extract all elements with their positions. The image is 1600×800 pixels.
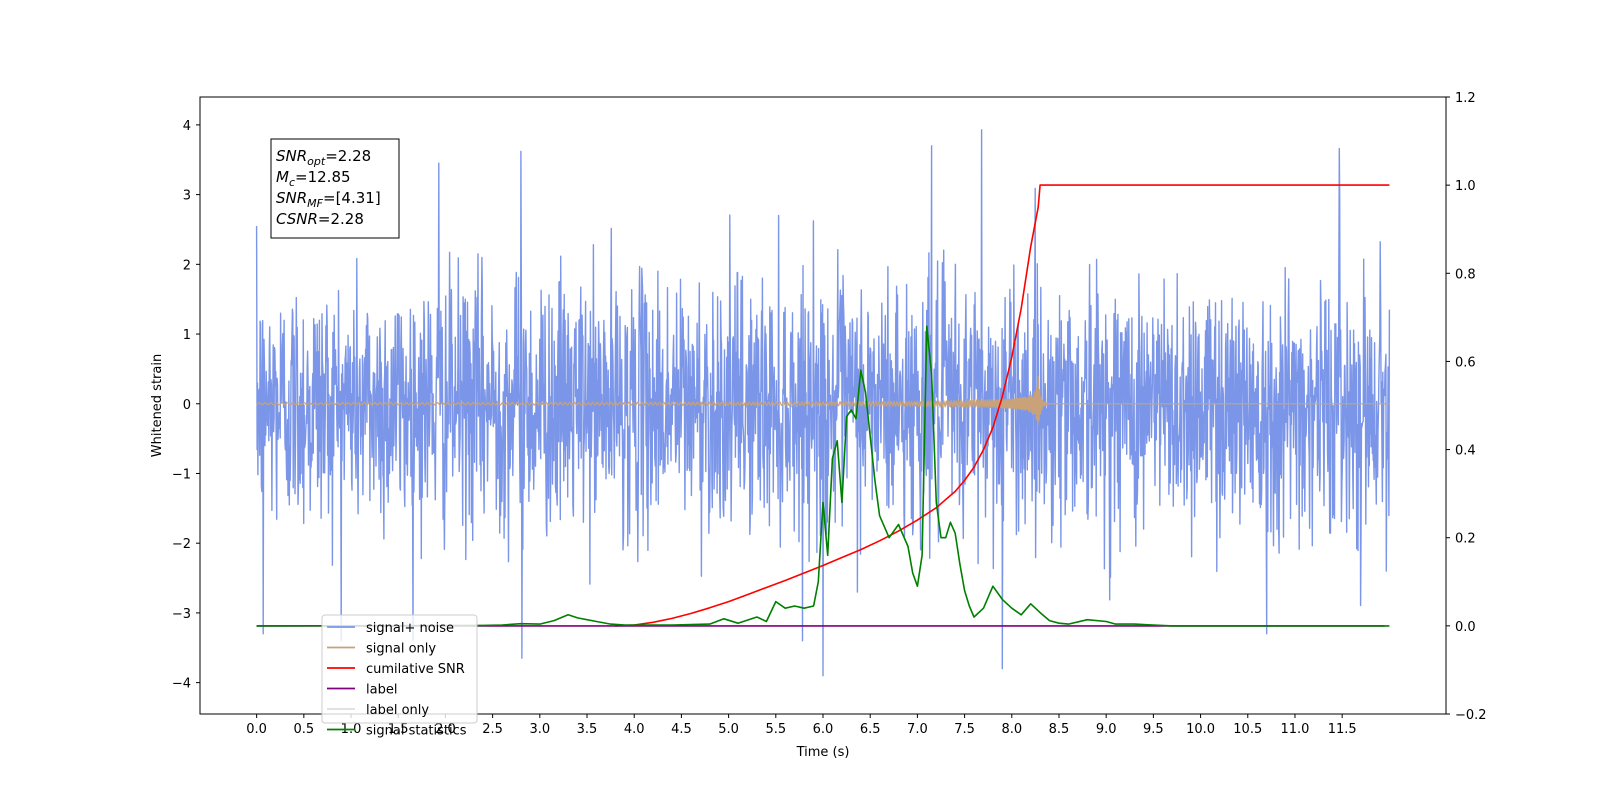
y-axis-left: 4 3 2 1 0 −1 −2 −3 −4: [172, 119, 200, 692]
legend-entry-label: label: [366, 683, 397, 698]
x-tick-label: 4.5: [671, 722, 692, 737]
y-tick-label-right: 0.4: [1455, 444, 1476, 459]
y-tick-label-left: −1: [172, 467, 191, 482]
x-tick-label: 5.5: [765, 722, 786, 737]
x-tick-label: 8.5: [1049, 722, 1070, 737]
y-tick-label-right: 0.2: [1455, 532, 1476, 547]
y-tick-label-right: 0.0: [1455, 620, 1476, 635]
x-tick-label: 5.0: [718, 722, 739, 737]
x-tick-label: 9.5: [1143, 722, 1164, 737]
series-signal-statistics-line: [256, 325, 1390, 627]
x-tick-label: 3.0: [529, 722, 550, 737]
x-tick-label: 4.0: [624, 722, 645, 737]
series-signal-plus-noise-line: [255, 129, 1391, 677]
y-tick-label-left: 3: [183, 189, 191, 204]
y-axis-title: Whitened strain: [150, 354, 165, 457]
x-tick-label: 0.0: [246, 722, 267, 737]
y-tick-label-left: 0: [183, 398, 191, 413]
x-tick-label: 6.0: [813, 722, 834, 737]
x-tick-label: 11.0: [1280, 722, 1309, 737]
series-signal-only-line: [256, 375, 1390, 426]
y-tick-label-left: 2: [183, 258, 191, 273]
y-tick-label-left: −2: [172, 537, 191, 552]
annotation-line: SNRMF=[4.31]: [276, 189, 381, 210]
annotation-frame: [270, 138, 400, 239]
legend: signal+ noise signal only cumilative SNR la…: [321, 614, 478, 739]
legend-entry-label: cumilative SNR: [366, 662, 465, 677]
legend-frame: [321, 614, 478, 724]
legend-entry-label: label only: [366, 703, 429, 718]
y-tick-label-left: 4: [183, 119, 191, 134]
legend-entry-label: signal+ noise: [366, 621, 454, 636]
signal-plus-noise-layer: [255, 129, 1391, 677]
y-axis-right: 1.2 1.0 0.8 0.6 0.4 0.2 0.0 −0.2: [1446, 91, 1487, 723]
legend-entry-label: signal statistics: [366, 724, 467, 739]
y-tick-label-left: −3: [172, 607, 191, 622]
x-tick-label: 11.5: [1328, 722, 1357, 737]
x-tick-label: 3.5: [577, 722, 598, 737]
annotation-line: SNRopt=2.28: [276, 147, 371, 168]
y-tick-label-left: 1: [183, 328, 191, 343]
x-tick-label: 1.5: [388, 722, 409, 737]
x-axis: 0.0 0.5 1.0 1.5 2.0 2.5 3.0 3.5 4.0 4.5 5.0 5.5 6.0 6…: [246, 714, 1357, 737]
x-tick-label: 8.0: [1001, 722, 1022, 737]
x-tick-label: 2.0: [435, 722, 456, 737]
x-tick-label: 10.0: [1186, 722, 1215, 737]
y-tick-label-right: 0.8: [1455, 267, 1476, 282]
x-tick-label: 6.5: [860, 722, 881, 737]
y-tick-label-right: 0.6: [1455, 355, 1476, 370]
x-tick-label: 9.0: [1096, 722, 1117, 737]
x-tick-label: 2.5: [482, 722, 503, 737]
annotation-line: CSNR=2.28: [276, 210, 364, 228]
x-tick-label: 10.5: [1233, 722, 1262, 737]
annotation-line: Mc=12.85: [276, 168, 351, 189]
x-tick-label: 7.5: [954, 722, 975, 737]
y-tick-label-right: 1.2: [1455, 91, 1476, 106]
y-tick-label-right: 1.0: [1455, 179, 1476, 194]
y-tick-label-left: −4: [172, 677, 191, 692]
x-tick-label: 0.5: [293, 722, 314, 737]
legend-entry-label: signal only: [366, 642, 436, 657]
x-tick-label: 7.0: [907, 722, 928, 737]
signal-only-layer: [256, 375, 1390, 426]
y-tick-label-right: −0.2: [1455, 708, 1487, 723]
x-axis-title: Time (s): [796, 745, 850, 760]
